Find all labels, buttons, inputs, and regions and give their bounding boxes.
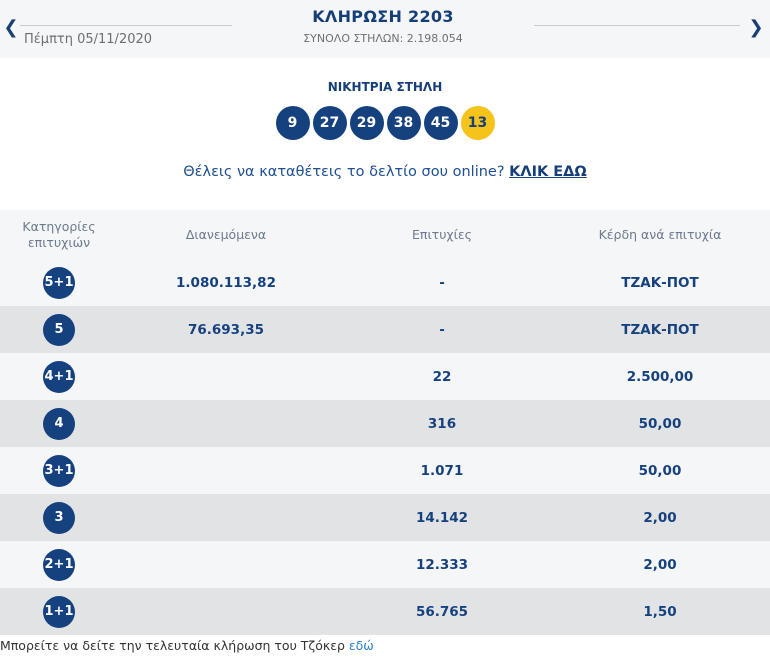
winners-cell: - xyxy=(439,274,445,291)
distributed-cell xyxy=(118,353,334,400)
number-ball: 45 xyxy=(423,106,458,140)
table-header: Κατηγορίες επιτυχιών Διανεμόμενα Επιτυχί… xyxy=(0,210,770,259)
distributed-cell xyxy=(118,588,334,635)
number-ball: 9 xyxy=(275,106,310,140)
category-badge: 4+1 xyxy=(43,360,75,393)
draw-header: ❮ ΚΛΗΡΩΣΗ 2203 ΣΥΝΟΛΟ ΣΤΗΛΩΝ: 2.198.054 … xyxy=(0,0,770,58)
category-badge: 3+1 xyxy=(43,454,75,487)
table-row: 3+1 1.071 50,00 xyxy=(0,447,770,494)
distributed-cell xyxy=(118,400,334,447)
category-badge: 1+1 xyxy=(43,595,75,628)
prize-cell: 50,00 xyxy=(638,462,682,479)
prize-cell: ΤΖΑΚ-ΠΟΤ xyxy=(621,274,699,291)
prize-cell: 2,00 xyxy=(643,556,677,573)
number-ball: 29 xyxy=(349,106,384,140)
distributed-cell: 76.693,35 xyxy=(187,321,264,338)
footer-text: Μπορείτε να δείτε την τελευταία κλήρωση … xyxy=(0,638,349,653)
total-columns: ΣΥΝΟΛΟ ΣΤΗΛΩΝ: 2.198.054 xyxy=(303,32,463,45)
joker-ball: 13 xyxy=(460,106,495,140)
distributed-cell xyxy=(118,447,334,494)
table-row: 4 316 50,00 xyxy=(0,400,770,447)
winners-cell: 316 xyxy=(427,415,457,432)
header-divider-right xyxy=(534,25,740,26)
category-badge: 3 xyxy=(43,501,75,534)
distributed-cell xyxy=(118,541,334,588)
draw-title: ΚΛΗΡΩΣΗ 2203 xyxy=(312,7,454,26)
header-winners: Επιτυχίες xyxy=(412,226,472,242)
joker-last-draw-link[interactable]: εδώ xyxy=(348,638,374,653)
prize-table: Κατηγορίες επιτυχιών Διανεμόμενα Επιτυχί… xyxy=(0,210,770,635)
category-badge: 5 xyxy=(43,313,75,346)
table-row: 5 76.693,35 - ΤΖΑΚ-ΠΟΤ xyxy=(0,306,770,353)
table-row: 4+1 22 2.500,00 xyxy=(0,353,770,400)
prize-cell: 2.500,00 xyxy=(626,368,694,385)
table-row: 5+1 1.080.113,82 - ΤΖΑΚ-ΠΟΤ xyxy=(0,259,770,306)
distributed-cell xyxy=(118,494,334,541)
prize-cell: 2,00 xyxy=(643,509,677,526)
header-divider-left xyxy=(20,25,232,26)
winners-cell: 1.071 xyxy=(420,462,464,479)
winners-cell: 22 xyxy=(432,368,452,385)
category-badge: 5+1 xyxy=(43,266,75,299)
draw-date: Πέμπτη 05/11/2020 xyxy=(24,32,153,47)
category-badge: 2+1 xyxy=(43,548,75,581)
number-ball: 27 xyxy=(312,106,347,140)
prize-cell: 50,00 xyxy=(638,415,682,432)
footer-note: Μπορείτε να δείτε την τελευταία κλήρωση … xyxy=(0,638,374,653)
chevron-left-icon[interactable]: ❮ xyxy=(3,16,19,38)
distributed-cell: 1.080.113,82 xyxy=(176,274,276,291)
table-row: 3 14.142 2,00 xyxy=(0,494,770,541)
click-here-link[interactable]: ΚΛΙΚ ΕΔΩ xyxy=(509,164,587,180)
header-prize: Κέρδη ανά επιτυχία xyxy=(598,226,722,242)
category-badge: 4 xyxy=(43,407,75,440)
chevron-right-icon[interactable]: ❯ xyxy=(748,16,764,38)
winners-cell: - xyxy=(439,321,445,338)
header-distributed: Διανεμόμενα xyxy=(185,226,267,242)
table-row: 1+1 56.765 1,50 xyxy=(0,588,770,635)
prize-cell: ΤΖΑΚ-ΠΟΤ xyxy=(621,321,699,338)
winning-column-label: ΝΙΚΗΤΡΙΑ ΣΤΗΛΗ xyxy=(327,80,443,94)
winners-cell: 56.765 xyxy=(415,603,469,620)
header-category: Κατηγορίες επιτυχιών xyxy=(22,218,96,250)
winning-numbers: 9 27 29 38 45 13 xyxy=(0,106,770,140)
table-row: 2+1 12.333 2,00 xyxy=(0,541,770,588)
winners-cell: 12.333 xyxy=(415,556,469,573)
online-cta: Θέλεις να καταθέτεις το δελτίο σου onlin… xyxy=(0,164,770,180)
online-cta-text: Θέλεις να καταθέτεις το δελτίο σου onlin… xyxy=(183,164,505,180)
number-ball: 38 xyxy=(386,106,421,140)
winners-cell: 14.142 xyxy=(415,509,469,526)
prize-cell: 1,50 xyxy=(643,603,677,620)
